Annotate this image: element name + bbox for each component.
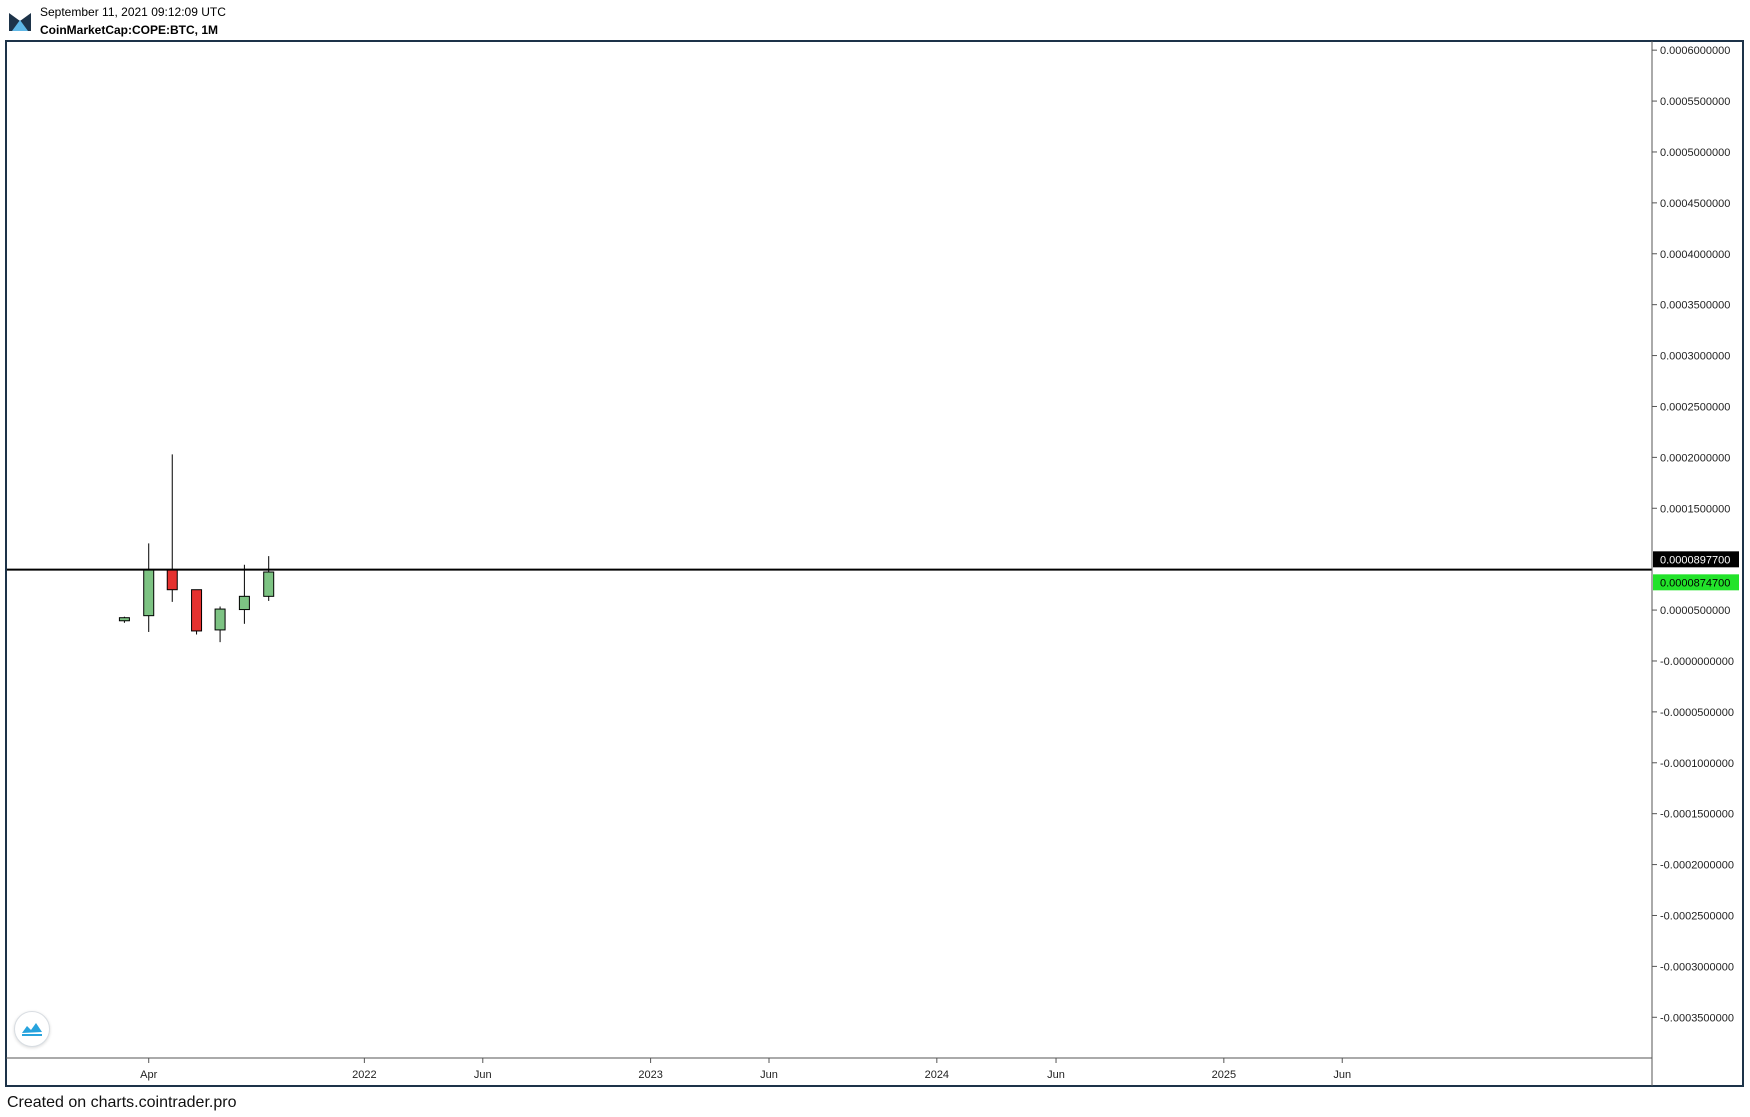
candle-body	[214, 608, 226, 631]
y-tick-label: 0.0001500000	[1660, 503, 1730, 515]
y-tick-label: -0.0000500000	[1660, 707, 1734, 719]
chart-header: September 11, 2021 09:12:09 UTC CoinMark…	[0, 0, 1750, 40]
y-tick-label: 0.0002500000	[1660, 401, 1730, 413]
y-tick-label: 0.0006000000	[1660, 45, 1730, 57]
y-tick-label: 0.0003500000	[1660, 300, 1730, 312]
candle-body	[118, 617, 130, 622]
last-price-tag: 0.0000897700	[1653, 551, 1739, 568]
y-tick-label: 0.0005500000	[1660, 96, 1730, 108]
watermark-badge[interactable]	[14, 1011, 50, 1047]
y-tick-label: 0.0003000000	[1660, 351, 1730, 363]
x-tick-label: 2022	[352, 1069, 376, 1081]
y-tick-label: -0.0003500000	[1660, 1012, 1734, 1024]
chart-symbol-label: CoinMarketCap:COPE:BTC, 1M	[40, 23, 219, 37]
chart-frame	[5, 40, 1744, 1087]
candle-body	[238, 595, 250, 611]
y-tick-label: 0.0004500000	[1660, 198, 1730, 210]
y-tick-label: -0.0003000000	[1660, 961, 1734, 973]
x-tick-label: 2024	[925, 1069, 949, 1081]
y-tick-label: 0.0002000000	[1660, 452, 1730, 464]
x-axis-ticks: Apr 2022 Jun 2023 Jun 2024 Jun 2025 Jun	[140, 1058, 1351, 1081]
chart-date-label: September 11, 2021 09:12:09 UTC	[40, 5, 226, 19]
y-tick-label: -0.0001500000	[1660, 809, 1734, 821]
candles	[118, 454, 275, 643]
candle-body	[191, 589, 203, 632]
candle-body	[166, 569, 178, 591]
y-axis-ticks: 0.0006000000 0.0005500000 0.0005000000 0.00…	[1652, 45, 1734, 1024]
y-tick-label: 0.0004000000	[1660, 249, 1730, 261]
y-tick-label: 0.0000500000	[1660, 605, 1730, 617]
y-tick-label: -0.0000000000	[1660, 656, 1734, 668]
current-price-label: 0.0000874700	[1660, 577, 1730, 589]
cointrader-logo-icon	[9, 13, 31, 31]
last-price-label: 0.0000897700	[1660, 554, 1730, 566]
x-tick-label: Jun	[1047, 1069, 1065, 1081]
current-price-tag-bg	[1653, 574, 1739, 591]
x-tick-label: Apr	[140, 1069, 157, 1081]
x-tick-label: Jun	[1333, 1069, 1351, 1081]
y-tick-label: -0.0002000000	[1660, 860, 1734, 872]
x-tick-label: 2023	[638, 1069, 662, 1081]
x-tick-label: Jun	[760, 1069, 778, 1081]
last-price-tag-bg	[1653, 551, 1739, 568]
candle-body	[143, 569, 155, 617]
watermark-logo-icon	[22, 1023, 42, 1036]
x-tick-label: Jun	[474, 1069, 492, 1081]
y-tick-label: -0.0002500000	[1660, 910, 1734, 922]
x-tick-label: 2025	[1212, 1069, 1236, 1081]
y-tick-label: -0.0001000000	[1660, 758, 1734, 770]
footer-credit: Created on charts.cointrader.pro	[7, 1094, 237, 1111]
current-price-tag: 0.0000874700	[1653, 574, 1739, 591]
y-tick-label: 0.0005000000	[1660, 147, 1730, 159]
candle-body	[263, 571, 275, 597]
